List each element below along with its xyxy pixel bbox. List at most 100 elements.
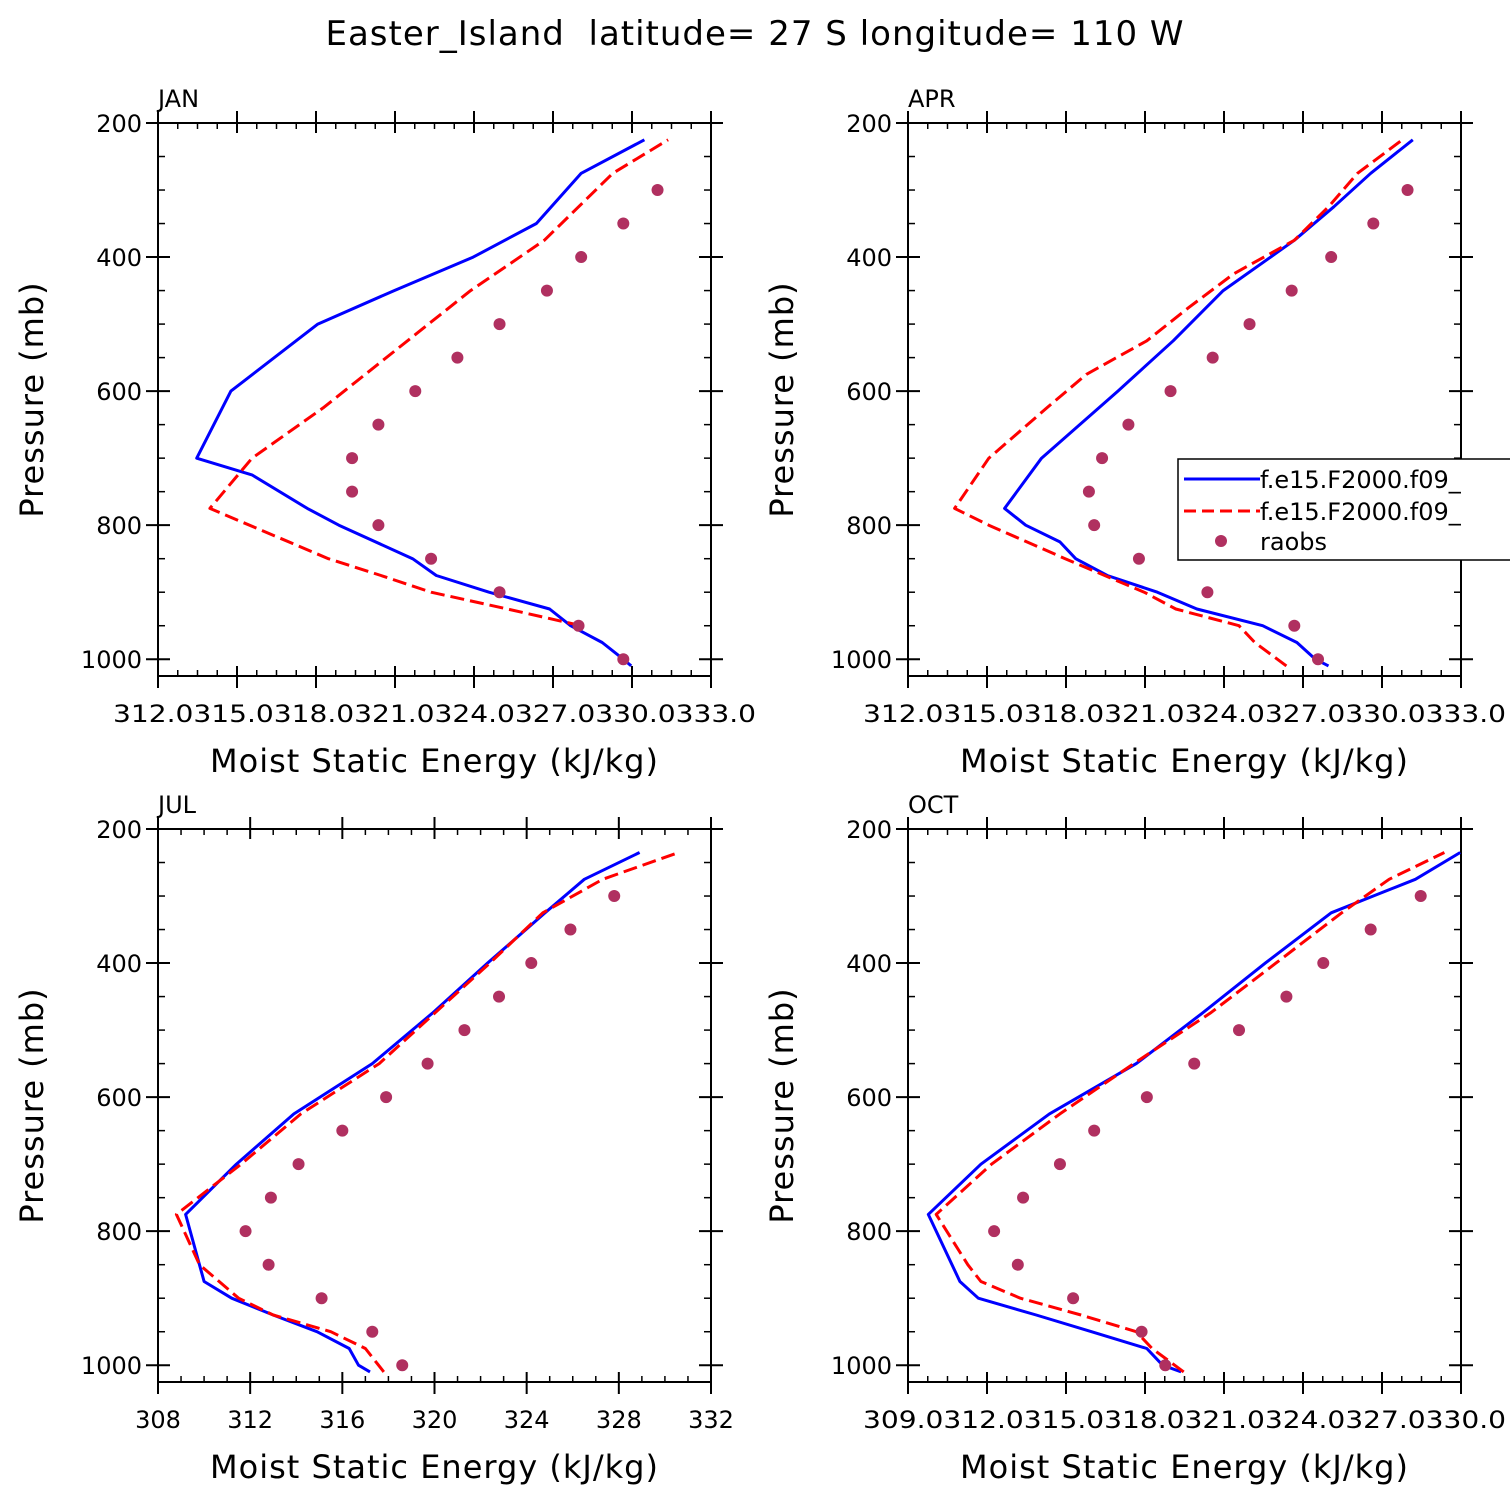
y-axis-title: Pressure (mb) [13, 987, 51, 1223]
raobs-point [366, 1325, 379, 1338]
raobs-point [1201, 586, 1214, 599]
raobs-point [1367, 217, 1380, 230]
raobs-point [493, 586, 506, 599]
raobs-point [1164, 385, 1177, 398]
plot-data [174, 851, 680, 1374]
panel-jul: JUL 200 400 600 800 1000 308 312 316 320 324 328 332… [13, 791, 734, 1486]
raobs-point [1067, 1292, 1080, 1305]
figure-title: Easter_Island latitude= 27 S longitude= … [325, 14, 1184, 54]
raobs-point [1285, 284, 1298, 297]
raobs-point [1317, 957, 1330, 970]
raobs-point [1414, 890, 1427, 903]
panel-jan: JAN 200 400 600 800 1000 312.0315.0318.0321.03… [13, 85, 756, 780]
x-tick-label: 308 [135, 1406, 181, 1434]
raobs-point [451, 351, 464, 364]
panel-label: JUL [156, 791, 197, 819]
y-tick-label: 1000 [831, 646, 892, 674]
raobs-point [1135, 1325, 1148, 1338]
raobs-point [1082, 485, 1095, 498]
y-tick-label: 400 [846, 950, 892, 978]
raobs-point [493, 318, 506, 331]
legend-label: f.e15.F2000.f09_ [1260, 498, 1462, 526]
y-axis-title: Pressure (mb) [13, 281, 51, 517]
raobs-point [651, 184, 664, 197]
raobs-point [1325, 251, 1338, 264]
plot-data [195, 138, 669, 668]
series-line-solid [926, 851, 1461, 1374]
panel-label: APR [908, 85, 956, 113]
y-tick-label: 800 [96, 1218, 142, 1246]
raobs-point [239, 1225, 252, 1238]
raobs-point [988, 1225, 1001, 1238]
panel-apr: APR 200 400 600 800 1000 312.0315.0318.0321.03… [763, 85, 1506, 780]
plot-frame [907, 828, 1462, 1383]
y-tick-label: 200 [846, 816, 892, 844]
y-axis-title: Pressure (mb) [763, 281, 801, 517]
y-tick-label: 200 [846, 110, 892, 138]
x-axis-title: Moist Static Energy (kJ/kg) [960, 1448, 1409, 1486]
raobs-point [346, 452, 359, 465]
x-tick-labels: 312.0315.0318.0321.0324.0327.0330.0333.0 [863, 700, 1506, 728]
raobs-point [540, 284, 553, 297]
raobs-point [572, 619, 585, 632]
legend-label: f.e15.F2000.f09_ [1260, 466, 1462, 494]
x-tick-labels: 312.0315.0318.0321.0324.0327.0330.0333.0 [113, 700, 756, 728]
x-tick-label: 324 [504, 1406, 550, 1434]
raobs-point [1206, 351, 1219, 364]
raobs-point [1188, 1057, 1201, 1070]
raobs-point [1243, 318, 1256, 331]
legend-label: raobs [1260, 528, 1327, 556]
raobs-point [1088, 1124, 1101, 1137]
y-tick-label: 1000 [81, 1352, 142, 1380]
y-tick-label: 1000 [81, 646, 142, 674]
raobs-point [380, 1091, 393, 1104]
series-line-dashed [174, 851, 680, 1373]
raobs-point [1280, 990, 1293, 1003]
raobs-point [1233, 1024, 1246, 1037]
raobs-point [1053, 1158, 1066, 1171]
raobs-point [1401, 184, 1414, 197]
y-tick-label: 200 [96, 110, 142, 138]
raobs-point [1288, 619, 1301, 632]
raobs-point [575, 251, 588, 264]
raobs-point [1017, 1191, 1030, 1204]
raobs-point [1088, 519, 1101, 532]
x-tick-labels: 309.0312.0315.0318.0321.0324.0327.0330.0 [863, 1406, 1506, 1434]
series-line-dashed [934, 851, 1446, 1374]
y-tick-label: 400 [96, 244, 142, 272]
panel-oct: OCT 200 400 600 800 1000 309.0312.0315.0318.03… [763, 791, 1506, 1486]
raobs-point [421, 1057, 434, 1070]
legend: f.e15.F2000.f09_ f.e15.F2000.f09_raobs [1177, 458, 1510, 561]
legend-swatch-point [1215, 535, 1227, 547]
raobs-point [564, 923, 577, 936]
x-axis-title: Moist Static Energy (kJ/kg) [960, 742, 1409, 780]
raobs-point [1364, 923, 1377, 936]
raobs-point [1096, 452, 1109, 465]
y-tick-label: 400 [96, 950, 142, 978]
raobs-point [1132, 552, 1145, 565]
y-tick-label: 600 [96, 378, 142, 406]
raobs-point [608, 890, 621, 903]
raobs-point [1140, 1091, 1153, 1104]
raobs-point [292, 1158, 305, 1171]
y-tick-label: 200 [96, 816, 142, 844]
raobs-point [336, 1124, 349, 1137]
raobs-point [315, 1292, 328, 1305]
raobs-point [493, 990, 506, 1003]
panel-label: OCT [908, 791, 959, 819]
raobs-point [525, 957, 538, 970]
y-tick-label: 600 [846, 378, 892, 406]
x-tick-label: 328 [596, 1406, 642, 1434]
raobs-point [617, 217, 630, 230]
raobs-point [458, 1024, 471, 1037]
raobs-point [1159, 1359, 1172, 1372]
y-tick-label: 600 [96, 1084, 142, 1112]
raobs-point [409, 385, 422, 398]
series-line-solid [195, 138, 646, 668]
y-tick-label: 800 [846, 1218, 892, 1246]
legend-box [1177, 458, 1510, 561]
x-tick-label: 312 [227, 1406, 273, 1434]
raobs-point [346, 485, 359, 498]
x-tick-label: 332 [688, 1406, 734, 1434]
